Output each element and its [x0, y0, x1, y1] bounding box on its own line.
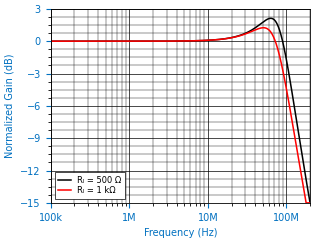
X-axis label: Frequency (Hz): Frequency (Hz) — [144, 228, 217, 238]
Line: Rₗ = 500 Ω: Rₗ = 500 Ω — [51, 18, 313, 203]
Rₗ = 1 kΩ — [312, 201, 315, 204]
Rₗ = 500 Ω — [278, 30, 282, 33]
Rₗ = 500 Ω — [94, 40, 98, 43]
Rₗ = 1 kΩ — [79, 40, 83, 43]
Y-axis label: Normalized Gain (dB): Normalized Gain (dB) — [5, 54, 15, 158]
Rₗ = 1 kΩ — [306, 201, 310, 204]
Rₗ = 500 Ω — [306, 191, 310, 194]
Line: Rₗ = 1 kΩ: Rₗ = 1 kΩ — [51, 28, 313, 203]
Rₗ = 500 Ω — [312, 201, 315, 204]
Rₗ = 1 kΩ — [94, 40, 98, 43]
Rₗ = 500 Ω — [269, 17, 272, 20]
Rₗ = 1 kΩ — [278, 56, 282, 59]
Rₗ = 1 kΩ — [49, 40, 53, 43]
Rₗ = 500 Ω — [49, 40, 53, 43]
Rₗ = 1 kΩ — [161, 40, 165, 43]
Rₗ = 500 Ω — [308, 201, 312, 204]
Rₗ = 500 Ω — [79, 40, 83, 43]
Rₗ = 1 kΩ — [261, 26, 265, 29]
Rₗ = 1 kΩ — [150, 40, 153, 43]
Legend: Rₗ = 500 Ω, Rₗ = 1 kΩ: Rₗ = 500 Ω, Rₗ = 1 kΩ — [55, 172, 125, 199]
Rₗ = 500 Ω — [161, 40, 165, 43]
Rₗ = 500 Ω — [150, 40, 153, 43]
Rₗ = 1 kΩ — [304, 201, 308, 204]
